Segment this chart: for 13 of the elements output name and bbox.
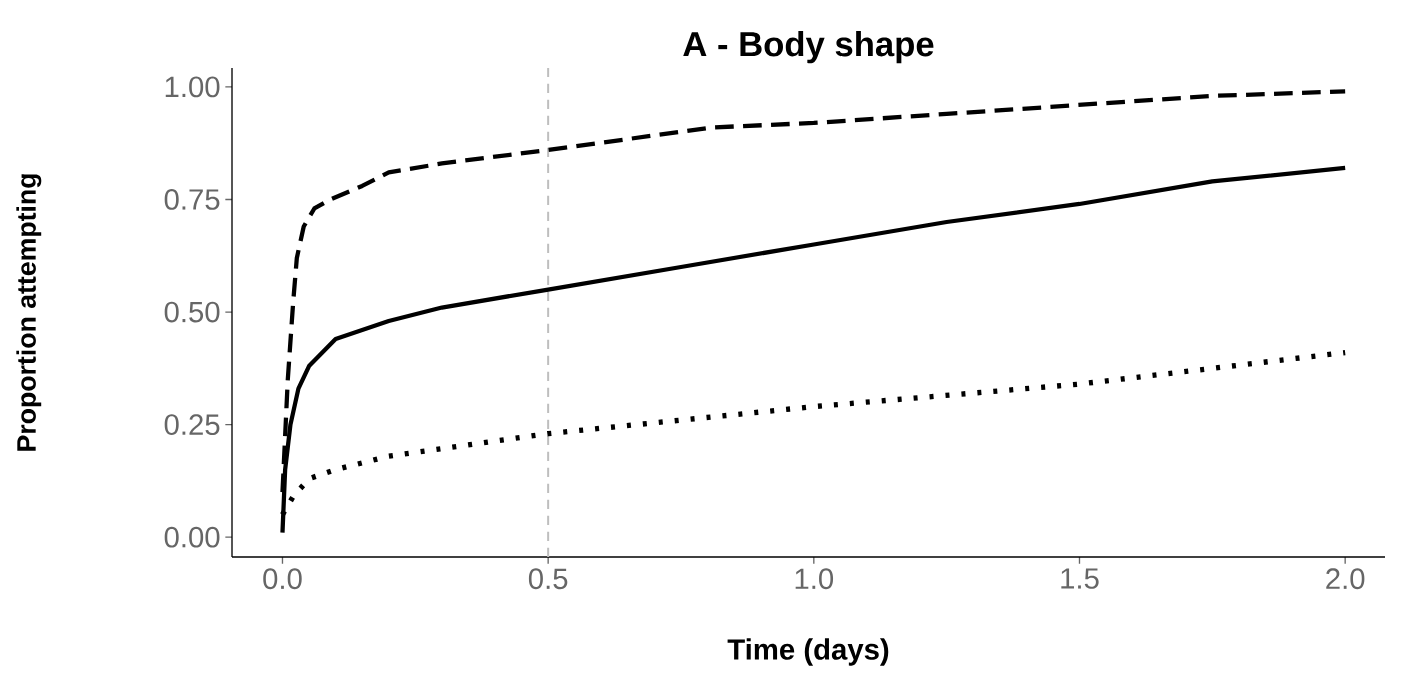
y-tick-label: 0.50	[164, 301, 220, 323]
y-tick-label: 0.25	[164, 414, 220, 436]
y-tick-label: 0.75	[164, 189, 220, 210]
x-tick-label: 0.0	[263, 568, 302, 590]
y-tick-label: 1.00	[165, 76, 220, 98]
x-tick-label: 0.5	[528, 568, 568, 590]
y-axis-title: Proportion attempting	[16, 174, 42, 451]
chart-title: A - Body shape	[683, 30, 934, 64]
y-tick-label: 0.00	[164, 526, 220, 548]
x-tick-label: 2.0	[1326, 568, 1365, 590]
x-tick-label: 1.5	[1061, 568, 1099, 589]
x-tick-label: 1.0	[795, 568, 834, 590]
x-axis-title: Time (days)	[727, 638, 889, 666]
